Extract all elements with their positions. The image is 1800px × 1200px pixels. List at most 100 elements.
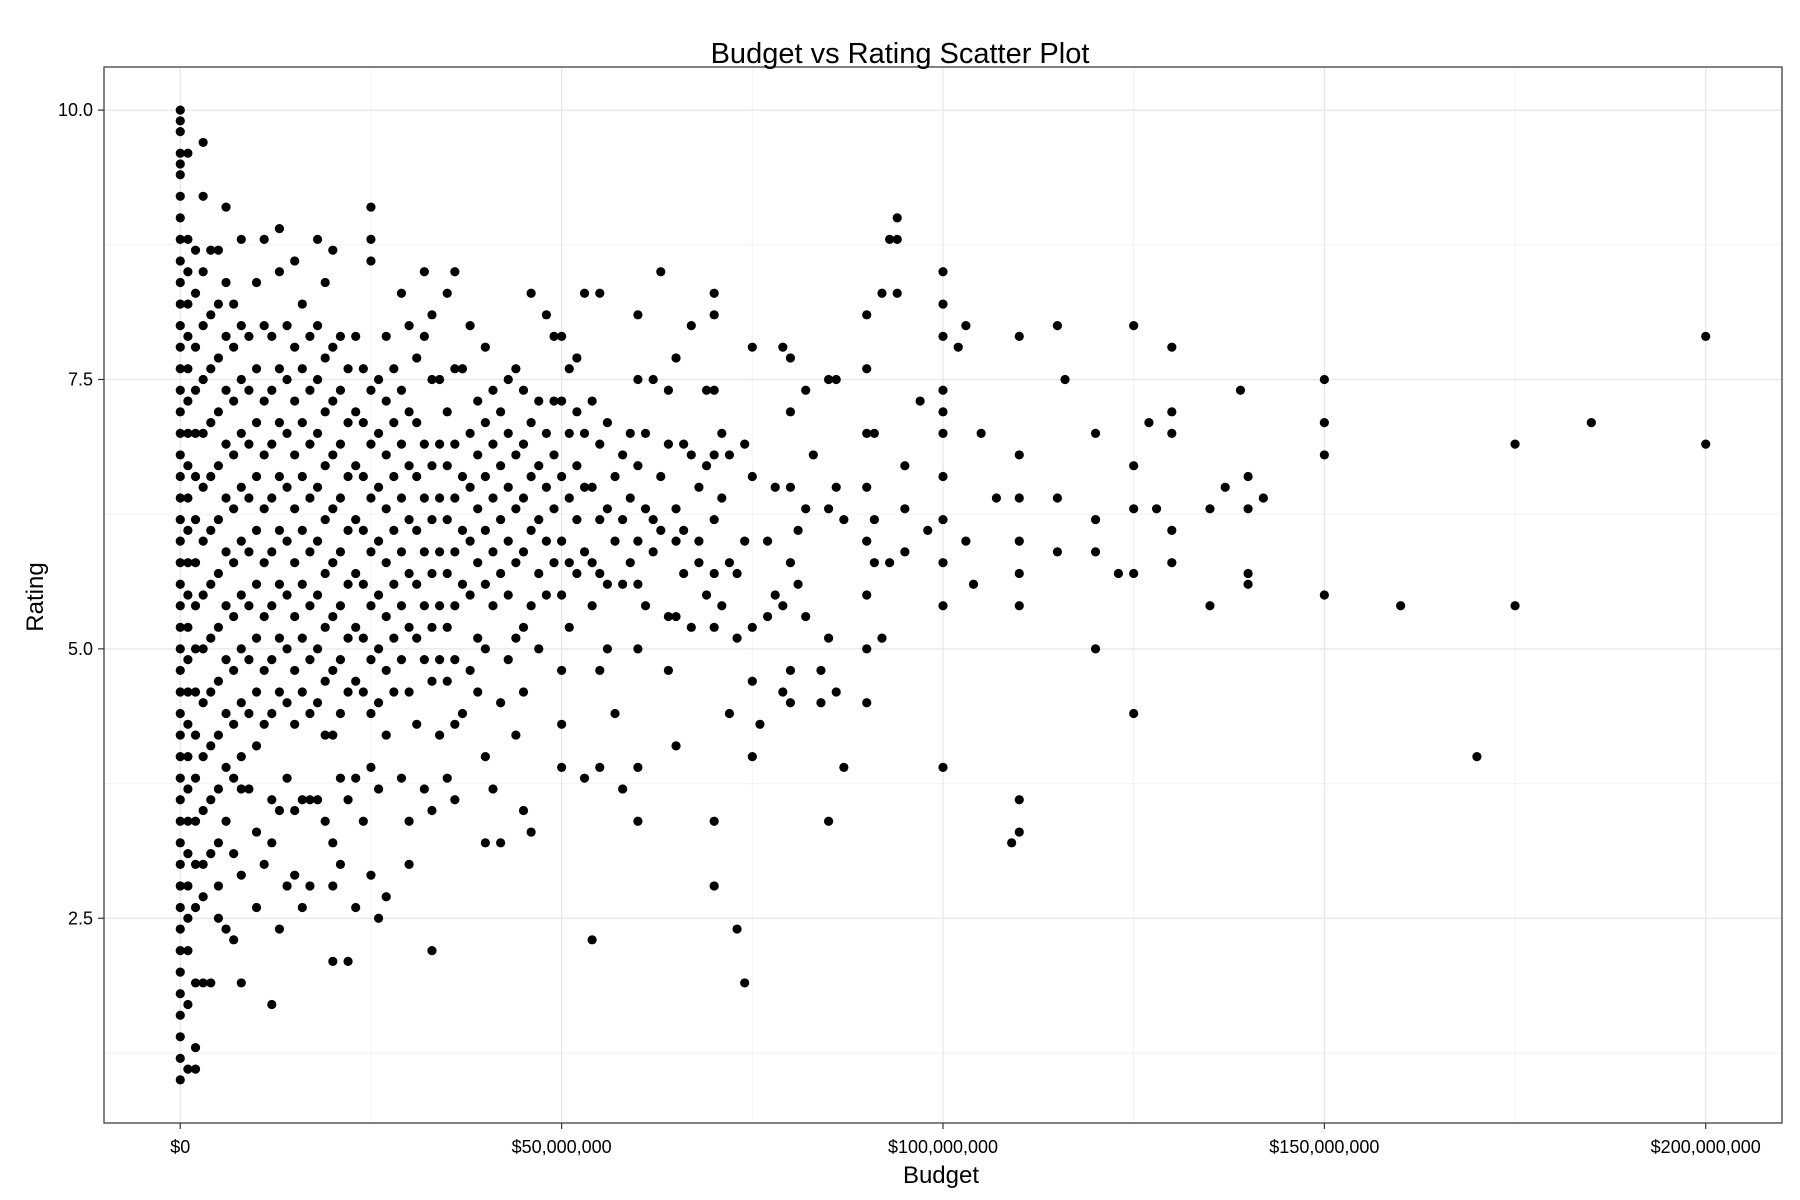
data-point	[762, 536, 773, 546]
data-point	[808, 450, 818, 460]
data-point	[175, 148, 185, 158]
data-point	[190, 288, 201, 298]
data-point	[244, 547, 254, 557]
data-point	[366, 708, 376, 719]
data-point	[801, 611, 811, 622]
data-point	[183, 461, 193, 471]
data-point	[503, 428, 513, 438]
data-point	[557, 665, 567, 676]
data-point	[656, 267, 666, 277]
data-point	[686, 622, 696, 632]
data-point	[686, 450, 696, 460]
data-point	[488, 547, 498, 557]
data-point	[351, 461, 361, 471]
data-point	[564, 428, 574, 438]
data-point	[427, 622, 437, 632]
data-point	[747, 622, 757, 632]
data-point	[396, 655, 407, 665]
data-point	[1701, 331, 1711, 341]
data-point	[938, 514, 948, 525]
data-point	[480, 838, 490, 848]
data-point	[732, 633, 742, 643]
data-point	[328, 558, 338, 568]
data-point	[1510, 439, 1520, 449]
data-point	[1167, 407, 1177, 417]
data-point	[450, 655, 460, 665]
data-point	[511, 450, 521, 460]
data-point	[175, 234, 185, 245]
data-point	[839, 762, 849, 773]
data-point	[320, 514, 330, 525]
data-point	[709, 310, 719, 320]
data-point	[396, 385, 407, 395]
data-point	[549, 396, 559, 406]
data-point	[785, 665, 796, 676]
data-point	[450, 719, 460, 729]
data-point	[541, 590, 551, 600]
data-point	[778, 342, 788, 352]
data-point	[198, 859, 208, 869]
data-point	[358, 417, 368, 428]
data-point	[1258, 493, 1268, 503]
data-point	[183, 784, 193, 794]
data-point	[465, 321, 475, 331]
data-point	[183, 428, 193, 438]
data-point	[427, 461, 437, 471]
data-point	[236, 784, 246, 794]
data-point	[679, 525, 689, 535]
data-point	[175, 795, 185, 805]
data-point	[366, 547, 376, 557]
data-point	[206, 525, 216, 535]
data-point	[236, 978, 246, 988]
data-point	[587, 601, 597, 611]
data-point	[358, 471, 368, 482]
data-point	[213, 784, 224, 794]
y-tick-label: 7.5	[68, 369, 93, 389]
data-point	[183, 234, 193, 245]
data-point	[282, 321, 292, 331]
data-point	[198, 698, 208, 708]
data-point	[1014, 795, 1024, 805]
data-point	[175, 1010, 185, 1020]
data-point	[175, 687, 185, 697]
data-point	[335, 655, 346, 665]
data-point	[496, 838, 506, 848]
data-point	[251, 471, 262, 482]
data-point	[282, 644, 292, 654]
data-point	[412, 579, 422, 589]
data-point	[419, 547, 429, 557]
data-point	[343, 364, 353, 374]
data-point	[1167, 558, 1177, 568]
data-point	[213, 730, 224, 740]
data-point	[442, 622, 452, 632]
data-point	[602, 579, 613, 589]
data-point	[198, 428, 208, 438]
data-point	[328, 396, 338, 406]
data-point	[343, 471, 353, 482]
data-point	[389, 633, 399, 643]
data-point	[213, 353, 224, 363]
data-point	[976, 428, 986, 438]
data-point	[801, 385, 811, 395]
data-point	[823, 816, 834, 826]
data-point	[435, 439, 445, 449]
data-point	[259, 558, 269, 568]
data-point	[320, 407, 330, 417]
data-point	[1319, 590, 1329, 600]
data-point	[518, 493, 529, 503]
data-point	[198, 644, 208, 654]
data-point	[190, 514, 201, 525]
data-point	[373, 644, 384, 654]
data-point	[1396, 601, 1406, 611]
data-point	[175, 644, 185, 654]
data-point	[419, 439, 429, 449]
data-point	[229, 450, 239, 460]
data-point	[1586, 417, 1596, 428]
data-point	[351, 331, 361, 341]
data-point	[892, 213, 902, 223]
data-point	[175, 924, 185, 934]
data-point	[526, 601, 536, 611]
data-point	[1052, 547, 1063, 557]
data-point	[679, 439, 689, 449]
data-point	[557, 762, 567, 773]
